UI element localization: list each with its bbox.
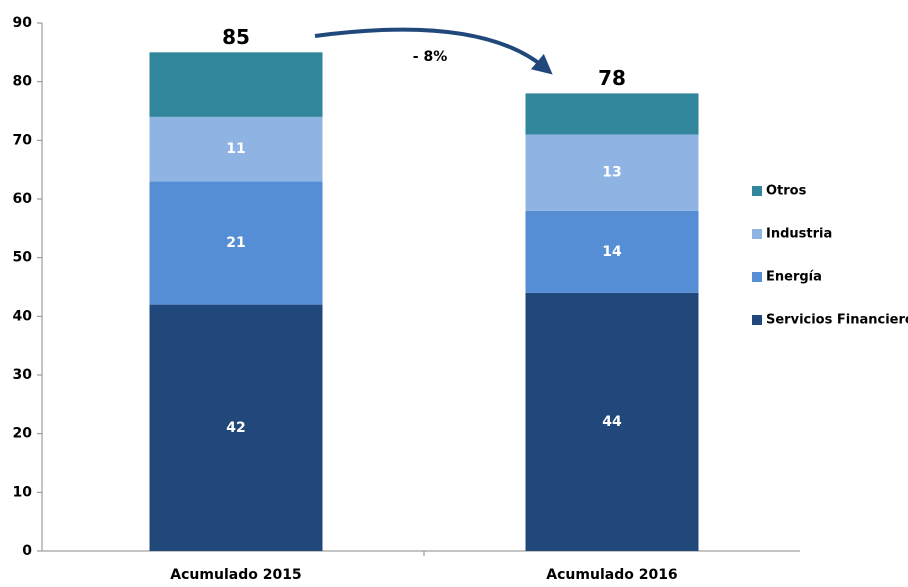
y-tick-label: 0 bbox=[22, 543, 32, 559]
data-label: 21 bbox=[226, 235, 245, 251]
legend-swatch bbox=[752, 315, 762, 325]
bar-segment bbox=[525, 292, 699, 551]
legend-label: Otros bbox=[766, 184, 807, 199]
y-tick-label: 40 bbox=[13, 308, 33, 324]
legend-swatch bbox=[752, 186, 762, 196]
bar-segment bbox=[525, 134, 699, 211]
data-label: 44 bbox=[602, 414, 622, 430]
annotation: - 8% bbox=[413, 49, 447, 65]
y-tick-label: 80 bbox=[13, 74, 33, 90]
bar-segment bbox=[525, 93, 699, 135]
bar-segment bbox=[149, 304, 323, 551]
legend-swatch bbox=[752, 272, 762, 282]
data-label: 42 bbox=[226, 420, 245, 436]
legend-label: Servicios Financieros bbox=[766, 313, 908, 328]
y-tick-label: 90 bbox=[13, 15, 33, 31]
arrow bbox=[314, 27, 553, 75]
bar-segment bbox=[149, 116, 323, 182]
y-tick-label: 30 bbox=[13, 367, 33, 383]
bar-segment bbox=[149, 52, 323, 117]
total-label: 85 bbox=[222, 25, 250, 49]
y-tick-label: 50 bbox=[13, 250, 33, 266]
y-tick-label: 20 bbox=[13, 426, 33, 442]
y-tick-label: 70 bbox=[13, 132, 33, 148]
x-tick-label: Acumulado 2015 bbox=[170, 567, 301, 583]
legend-label: Energía bbox=[766, 270, 822, 285]
data-label: 14 bbox=[602, 244, 622, 260]
bar-segment bbox=[149, 181, 323, 305]
data-label: 13 bbox=[602, 165, 621, 181]
x-tick-label: Acumulado 2016 bbox=[546, 567, 677, 583]
data-label: 11 bbox=[226, 141, 245, 157]
total-label: 78 bbox=[598, 66, 626, 90]
bar-segment bbox=[525, 210, 699, 293]
legend-label: Industria bbox=[766, 227, 832, 242]
y-tick-label: 10 bbox=[13, 484, 33, 500]
legend-swatch bbox=[752, 229, 762, 239]
y-tick-label: 60 bbox=[13, 191, 33, 207]
